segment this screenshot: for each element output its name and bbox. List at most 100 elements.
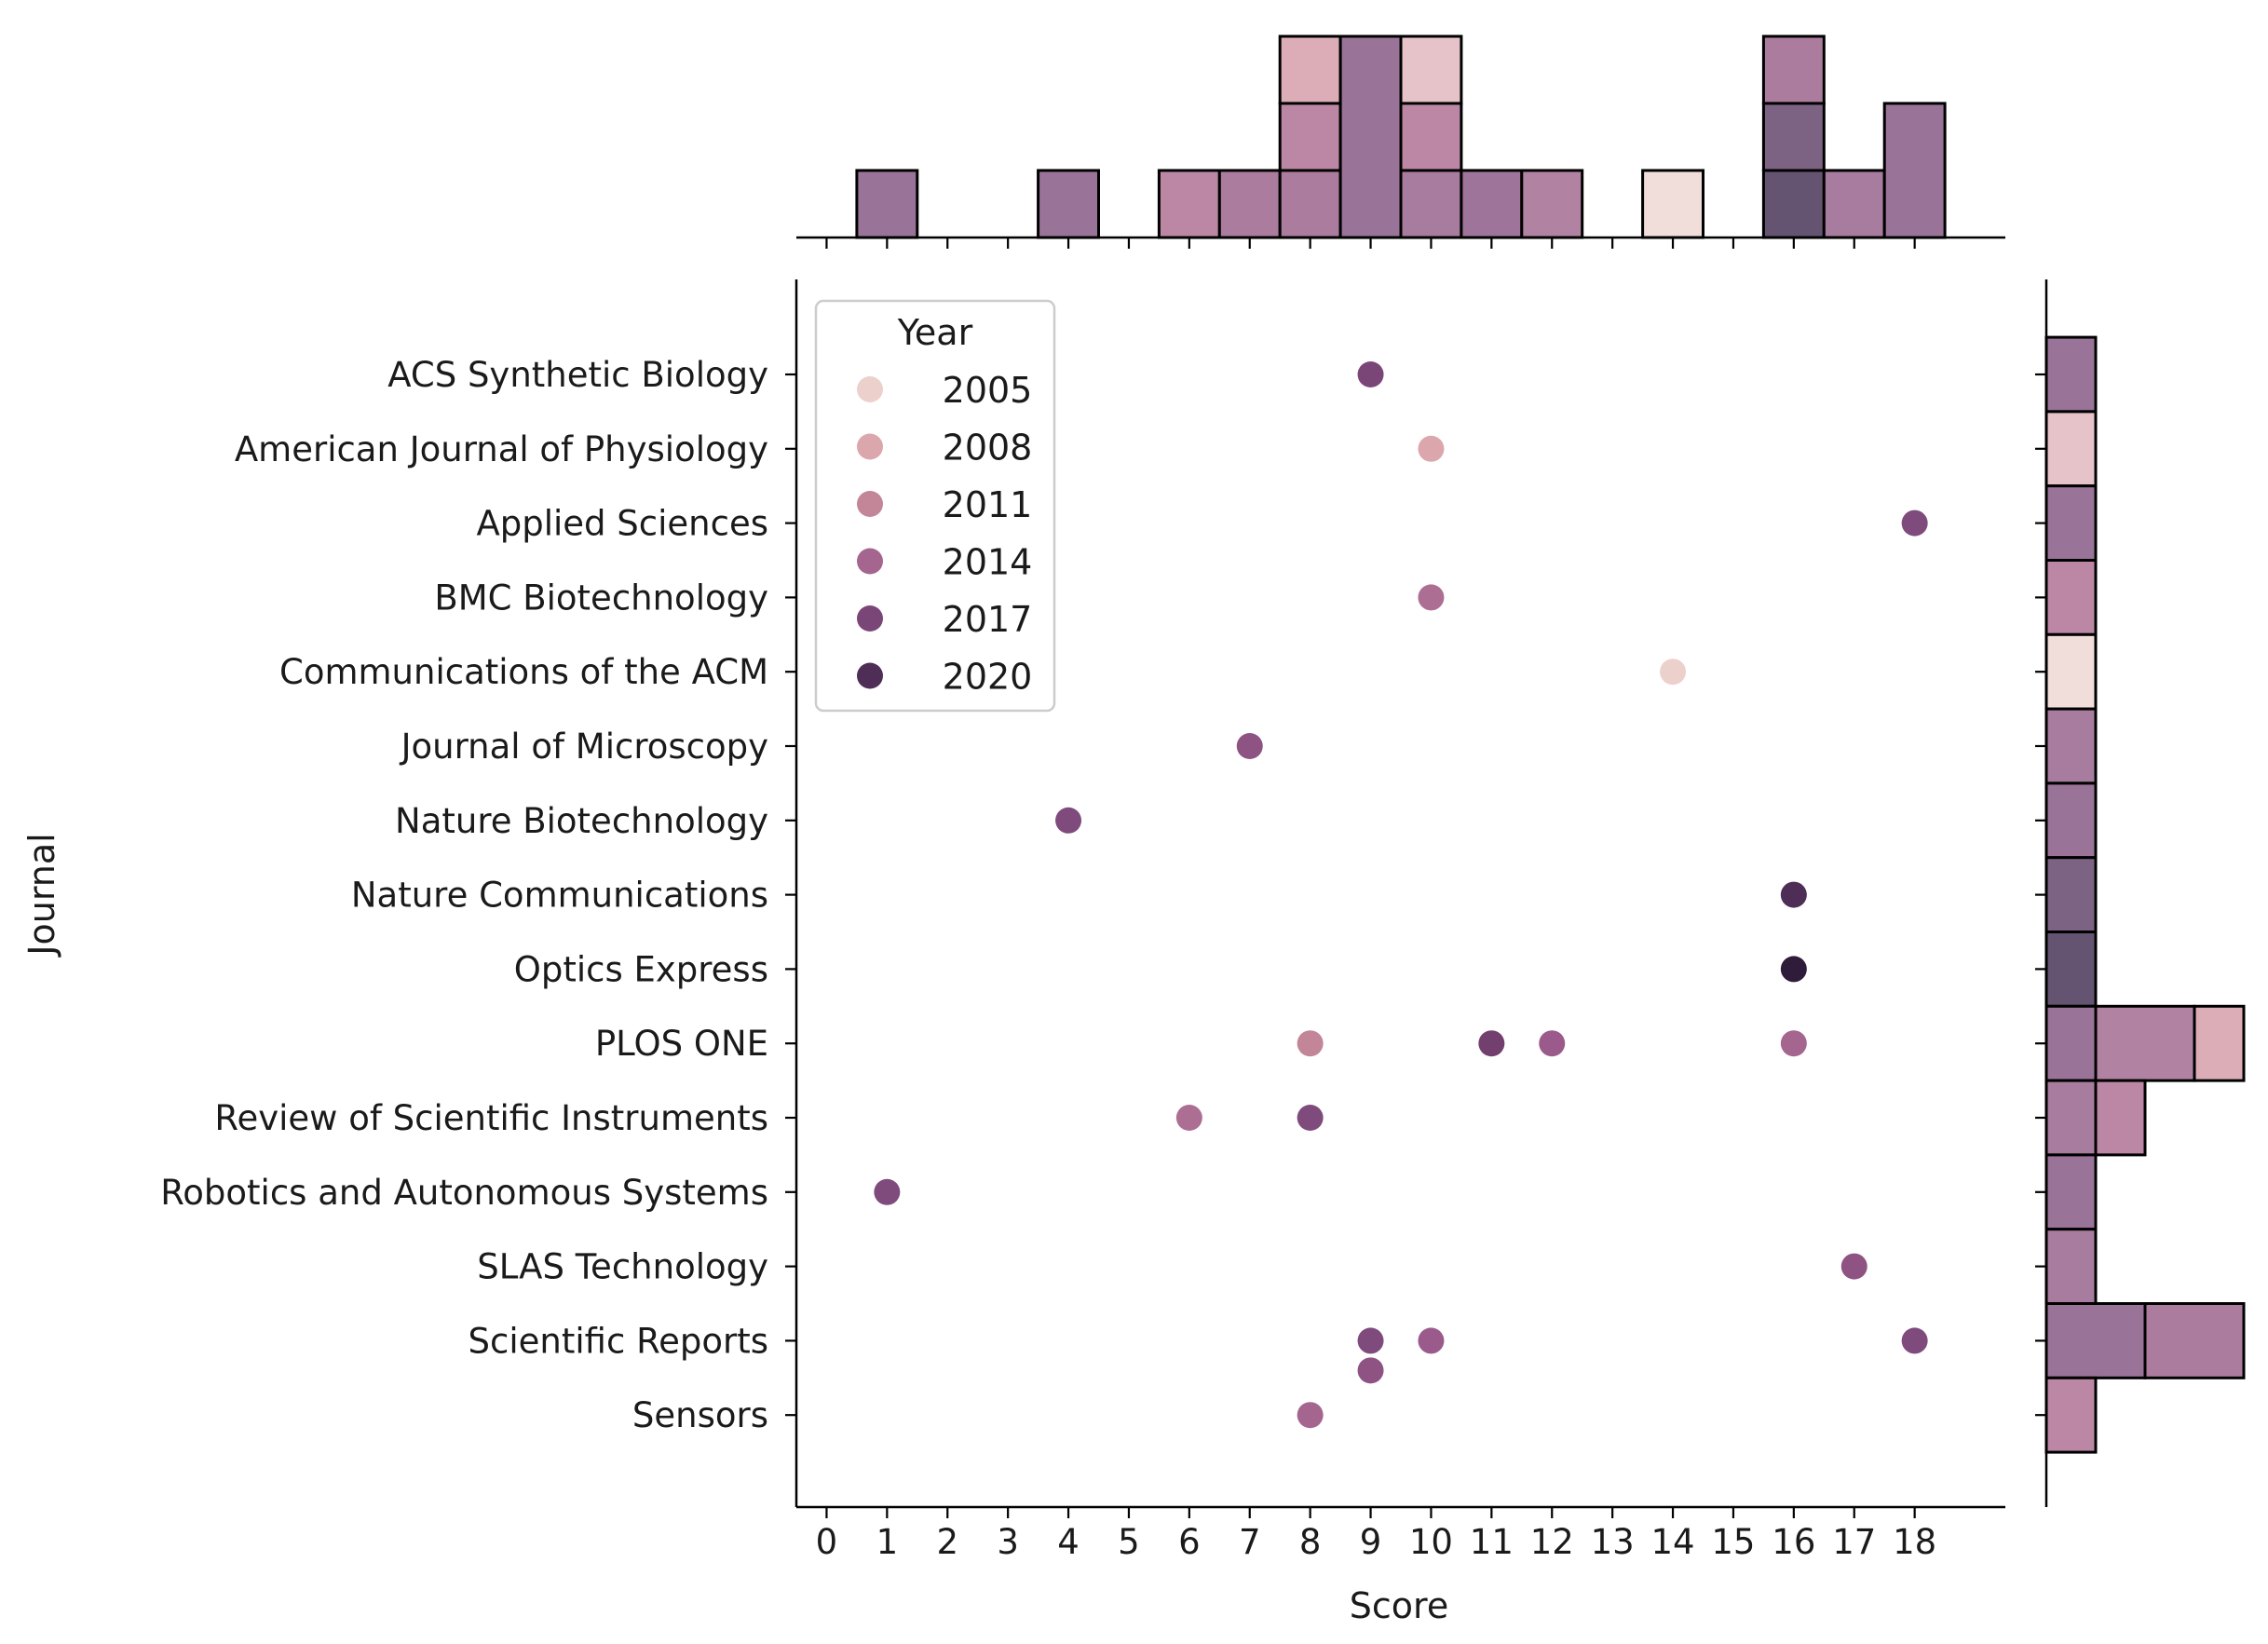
right-hist-bar <box>2044 559 2098 636</box>
top-hist-bar <box>1278 102 1342 172</box>
right-marginal-histogram <box>2035 279 2246 1507</box>
x-tick-label: 14 <box>1651 1522 1695 1562</box>
right-hist-bar <box>2143 1302 2246 1379</box>
y-tick-label: Optics Express <box>514 949 768 989</box>
scatter-point <box>1418 584 1445 611</box>
scatter-point <box>1357 1357 1384 1384</box>
right-hist-bar <box>2044 1302 2147 1379</box>
x-tick-label: 6 <box>1178 1522 1201 1562</box>
scatter-point <box>1418 1327 1445 1354</box>
x-tick-label: 10 <box>1409 1522 1453 1562</box>
y-tick-label: Applied Sciences <box>476 504 768 544</box>
right-hist-bar <box>2193 1004 2246 1082</box>
right-hist-bar <box>2044 1079 2098 1157</box>
y-tick-label: ACS Synthetic Biology <box>387 355 768 395</box>
right-hist-bar <box>2044 410 2098 488</box>
scatter-point <box>1175 1105 1202 1131</box>
legend-label: 2011 <box>943 484 1033 525</box>
scatter-point <box>1840 1253 1867 1280</box>
top-hist-bar <box>1761 34 1826 105</box>
scatter-point <box>1660 659 1687 686</box>
top-hist-bar <box>1399 169 1463 239</box>
y-tick-label: Review of Scientific Instruments <box>214 1098 768 1138</box>
top-hist-bar <box>855 169 919 239</box>
right-hist-bar <box>2044 1228 2098 1305</box>
scatter-point <box>1297 1105 1324 1131</box>
top-hist-bar <box>1520 169 1584 239</box>
right-hist-bar <box>2044 1004 2098 1082</box>
y-axis-label: Journal <box>21 833 62 957</box>
x-tick-label: 16 <box>1772 1522 1815 1562</box>
top-hist-bar <box>1761 169 1826 239</box>
top-hist-bar <box>1157 169 1221 239</box>
legend-label: 2017 <box>943 599 1033 640</box>
scatter-point <box>1780 881 1807 908</box>
x-tick-label: 2 <box>936 1522 958 1562</box>
x-tick-label: 11 <box>1470 1522 1514 1562</box>
right-hist-bar <box>2044 781 2098 860</box>
legend-marker <box>857 605 883 632</box>
legend-label: 2005 <box>943 370 1033 411</box>
scatter-point <box>1539 1030 1566 1057</box>
x-tick-label: 17 <box>1832 1522 1876 1562</box>
y-tick-label: PLOS ONE <box>595 1024 768 1064</box>
right-hist-bar <box>2094 1004 2196 1082</box>
right-hist-bar <box>2044 1153 2098 1231</box>
x-tick-label: 1 <box>876 1522 899 1562</box>
top-hist-bar <box>1822 169 1886 239</box>
x-tick-label: 15 <box>1711 1522 1755 1562</box>
legend-marker <box>857 662 883 689</box>
x-tick-label: 13 <box>1591 1522 1635 1562</box>
scatter-point <box>1901 1327 1928 1354</box>
y-tick-label: Scientific Reports <box>469 1321 768 1361</box>
top-hist-bar <box>1761 102 1826 172</box>
right-hist-bar <box>2044 1376 2098 1454</box>
x-tick-label: 5 <box>1118 1522 1140 1562</box>
top-hist-bar <box>1882 102 1947 239</box>
y-tick-label: Communications of the ACM <box>279 652 768 692</box>
right-hist-bar <box>2044 931 2098 1008</box>
x-tick-label: 4 <box>1057 1522 1080 1562</box>
y-tick-label: Sensors <box>632 1395 768 1435</box>
top-hist-bar <box>1278 34 1342 105</box>
y-tick-label: Nature Biotechnology <box>395 801 768 841</box>
right-hist-bar <box>2044 856 2098 934</box>
scatter-point <box>1357 1327 1384 1354</box>
legend-marker <box>857 491 883 517</box>
x-tick-label: 9 <box>1360 1522 1382 1562</box>
scatter-point <box>874 1178 901 1205</box>
legend-marker <box>857 548 883 575</box>
right-hist-bar <box>2044 632 2098 711</box>
legend-label: 2020 <box>943 657 1033 698</box>
legend-label: 2008 <box>943 428 1033 469</box>
right-hist-bar <box>2044 335 2098 414</box>
legend-marker <box>857 433 883 460</box>
scatter-point <box>1478 1030 1505 1057</box>
scatter-point <box>1901 510 1928 537</box>
top-hist-bar <box>1399 102 1463 172</box>
x-tick-label: 0 <box>816 1522 838 1562</box>
x-tick-label: 8 <box>1299 1522 1322 1562</box>
scatter-point <box>1780 956 1807 983</box>
y-tick-label: Journal of Microscopy <box>400 727 768 767</box>
right-hist-bar <box>2044 707 2098 785</box>
y-tick-label: American Journal of Physiology <box>235 429 768 469</box>
scatter-point <box>1780 1030 1807 1057</box>
top-marginal-histogram <box>796 34 2005 249</box>
top-hist-bar <box>1217 169 1282 239</box>
y-tick-label: Nature Communications <box>351 876 768 916</box>
y-tick-label: Robotics and Autonomous Systems <box>160 1173 768 1213</box>
top-hist-bar <box>1338 34 1403 239</box>
top-hist-bar <box>1399 34 1463 105</box>
y-tick-label: SLAS Technology <box>477 1247 768 1287</box>
year-legend: Year 2005 2008 2011 2014 2017 2020 <box>814 299 1056 713</box>
top-hist-bar <box>1037 169 1100 239</box>
y-tick-label: BMC Biotechnology <box>434 577 768 618</box>
legend-title: Year <box>897 312 973 353</box>
scatter-point <box>1236 733 1263 759</box>
scatter-point <box>1357 361 1384 387</box>
x-tick-label: 3 <box>997 1522 1019 1562</box>
right-hist-bar <box>2044 484 2098 563</box>
